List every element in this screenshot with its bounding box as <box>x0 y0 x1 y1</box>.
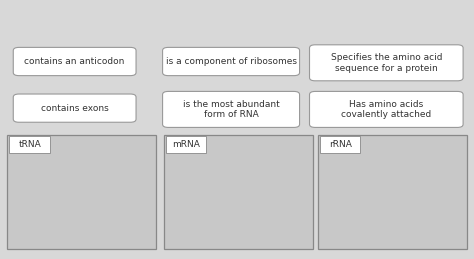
Bar <box>318 135 467 249</box>
Text: is a component of ribosomes: is a component of ribosomes <box>165 57 297 66</box>
Bar <box>7 135 156 249</box>
FancyBboxPatch shape <box>310 45 463 81</box>
Text: Has amino acids
covalently attached: Has amino acids covalently attached <box>341 100 431 119</box>
Text: tRNA: tRNA <box>18 140 41 149</box>
FancyBboxPatch shape <box>310 91 463 127</box>
Text: contains an anticodon: contains an anticodon <box>25 57 125 66</box>
FancyBboxPatch shape <box>163 47 300 76</box>
Bar <box>164 135 313 249</box>
FancyBboxPatch shape <box>13 47 136 76</box>
Text: rRNA: rRNA <box>328 140 352 149</box>
FancyBboxPatch shape <box>163 91 300 127</box>
FancyBboxPatch shape <box>320 136 360 153</box>
FancyBboxPatch shape <box>9 136 50 153</box>
Text: contains exons: contains exons <box>41 104 109 113</box>
Text: is the most abundant
form of RNA: is the most abundant form of RNA <box>182 100 280 119</box>
Text: Specifies the amino acid
sequence for a protein: Specifies the amino acid sequence for a … <box>330 53 442 73</box>
FancyBboxPatch shape <box>13 94 136 122</box>
FancyBboxPatch shape <box>166 136 206 153</box>
Text: mRNA: mRNA <box>172 140 200 149</box>
